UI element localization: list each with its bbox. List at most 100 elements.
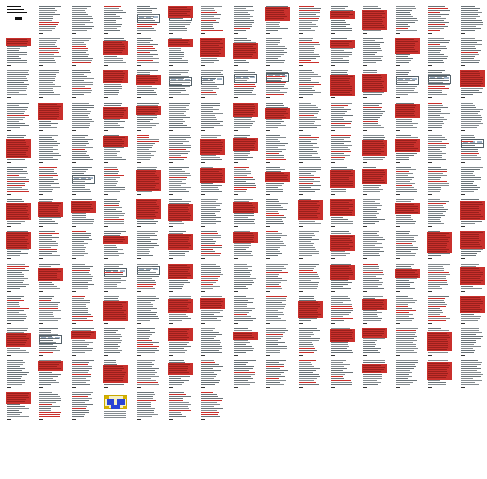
page-thumbnail[interactable] [459, 36, 485, 68]
page-thumbnail[interactable] [362, 100, 388, 132]
page-thumbnail[interactable] [38, 390, 64, 422]
page-thumbnail[interactable] [297, 165, 323, 196]
page-thumbnail[interactable] [394, 261, 420, 293]
page-thumbnail[interactable] [135, 229, 161, 261]
page-thumbnail[interactable] [394, 197, 420, 229]
page-thumbnail[interactable] [265, 36, 291, 68]
page-thumbnail[interactable] [135, 197, 161, 229]
page-thumbnail[interactable] [330, 132, 355, 164]
page-thumbnail[interactable] [459, 261, 485, 293]
page-thumbnail[interactable] [38, 261, 64, 293]
page-thumbnail[interactable] [232, 197, 258, 229]
page-thumbnail[interactable] [362, 68, 388, 100]
page-thumbnail[interactable] [459, 229, 485, 261]
page-thumbnail[interactable] [427, 326, 453, 357]
page-thumbnail[interactable] [427, 261, 453, 293]
page-thumbnail[interactable] [168, 100, 193, 132]
page-thumbnail[interactable] [38, 36, 64, 68]
page-thumbnail[interactable] [427, 197, 453, 229]
page-thumbnail[interactable] [394, 229, 420, 261]
page-thumbnail[interactable] [38, 100, 64, 132]
page-thumbnail[interactable] [265, 132, 291, 164]
page-thumbnail[interactable] [168, 293, 193, 325]
page-thumbnail[interactable] [6, 293, 31, 325]
page-thumbnail[interactable] [265, 229, 291, 261]
page-thumbnail[interactable] [168, 358, 193, 390]
page-thumbnail[interactable] [459, 165, 485, 196]
page-thumbnail[interactable] [6, 132, 31, 164]
page-thumbnail[interactable] [168, 197, 193, 229]
page-thumbnail[interactable] [459, 293, 485, 325]
page-thumbnail[interactable] [297, 229, 323, 261]
page-thumbnail[interactable] [38, 68, 64, 100]
page-thumbnail[interactable] [200, 229, 226, 261]
page-thumbnail[interactable] [330, 100, 355, 132]
page-thumbnail[interactable] [70, 132, 96, 164]
page-thumbnail[interactable] [362, 326, 388, 357]
page-thumbnail[interactable] [297, 261, 323, 293]
page-thumbnail[interactable] [330, 197, 355, 229]
page-thumbnail[interactable] [135, 132, 161, 164]
page-thumbnail[interactable] [232, 100, 258, 132]
page-thumbnail[interactable] [38, 229, 64, 261]
page-thumbnail[interactable] [6, 100, 31, 132]
page-thumbnail[interactable] [362, 4, 388, 35]
page-thumbnail[interactable] [168, 4, 193, 35]
page-thumbnail[interactable] [427, 165, 453, 196]
page-thumbnail[interactable] [70, 358, 96, 390]
page-thumbnail[interactable] [427, 132, 453, 164]
page-thumbnail[interactable] [103, 229, 129, 261]
page-thumbnail[interactable] [70, 100, 96, 132]
page-thumbnail[interactable] [6, 229, 31, 261]
page-thumbnail[interactable] [200, 132, 226, 164]
page-thumbnail[interactable] [70, 165, 96, 196]
page-thumbnail[interactable] [38, 358, 64, 390]
page-thumbnail[interactable] [103, 165, 129, 196]
page-thumbnail[interactable] [38, 326, 64, 357]
page-thumbnail[interactable] [6, 68, 31, 100]
page-thumbnail[interactable] [6, 36, 31, 68]
page-thumbnail[interactable] [427, 293, 453, 325]
page-thumbnail[interactable] [394, 4, 420, 35]
page-thumbnail[interactable] [427, 358, 453, 390]
page-thumbnail[interactable] [103, 197, 129, 229]
page-thumbnail[interactable] [70, 326, 96, 357]
page-thumbnail[interactable] [168, 165, 193, 196]
page-thumbnail[interactable] [135, 261, 161, 293]
page-thumbnail[interactable] [232, 132, 258, 164]
page-thumbnail[interactable] [297, 100, 323, 132]
page-thumbnail[interactable] [265, 261, 291, 293]
page-thumbnail[interactable] [135, 100, 161, 132]
page-thumbnail[interactable] [330, 36, 355, 68]
page-thumbnail[interactable] [232, 36, 258, 68]
page-thumbnail[interactable] [297, 326, 323, 357]
page-thumbnail[interactable] [103, 4, 129, 35]
page-thumbnail[interactable] [70, 390, 96, 422]
page-thumbnail[interactable] [297, 36, 323, 68]
page-thumbnail[interactable] [265, 100, 291, 132]
page-thumbnail[interactable] [232, 293, 258, 325]
page-thumbnail[interactable] [135, 358, 161, 390]
page-thumbnail[interactable] [330, 229, 355, 261]
page-thumbnail[interactable] [168, 390, 193, 422]
page-thumbnail[interactable] [394, 358, 420, 390]
page-thumbnail[interactable] [297, 68, 323, 100]
page-thumbnail[interactable] [135, 326, 161, 357]
page-thumbnail[interactable] [168, 261, 193, 293]
page-thumbnail[interactable] [427, 100, 453, 132]
page-thumbnail[interactable] [459, 132, 485, 164]
page-thumbnail[interactable] [135, 4, 161, 35]
page-thumbnail[interactable] [232, 68, 258, 100]
page-thumbnail[interactable] [168, 132, 193, 164]
page-thumbnail[interactable] [394, 100, 420, 132]
page-thumbnail[interactable] [330, 261, 355, 293]
page-thumbnail[interactable] [70, 4, 96, 35]
page-thumbnail[interactable] [459, 358, 485, 390]
page-thumbnail[interactable] [459, 68, 485, 100]
page-thumbnail[interactable] [70, 197, 96, 229]
page-thumbnail[interactable] [38, 4, 64, 35]
page-thumbnail[interactable] [427, 68, 453, 100]
page-thumbnail[interactable] [427, 36, 453, 68]
page-thumbnail[interactable] [394, 326, 420, 357]
page-thumbnail[interactable] [200, 197, 226, 229]
